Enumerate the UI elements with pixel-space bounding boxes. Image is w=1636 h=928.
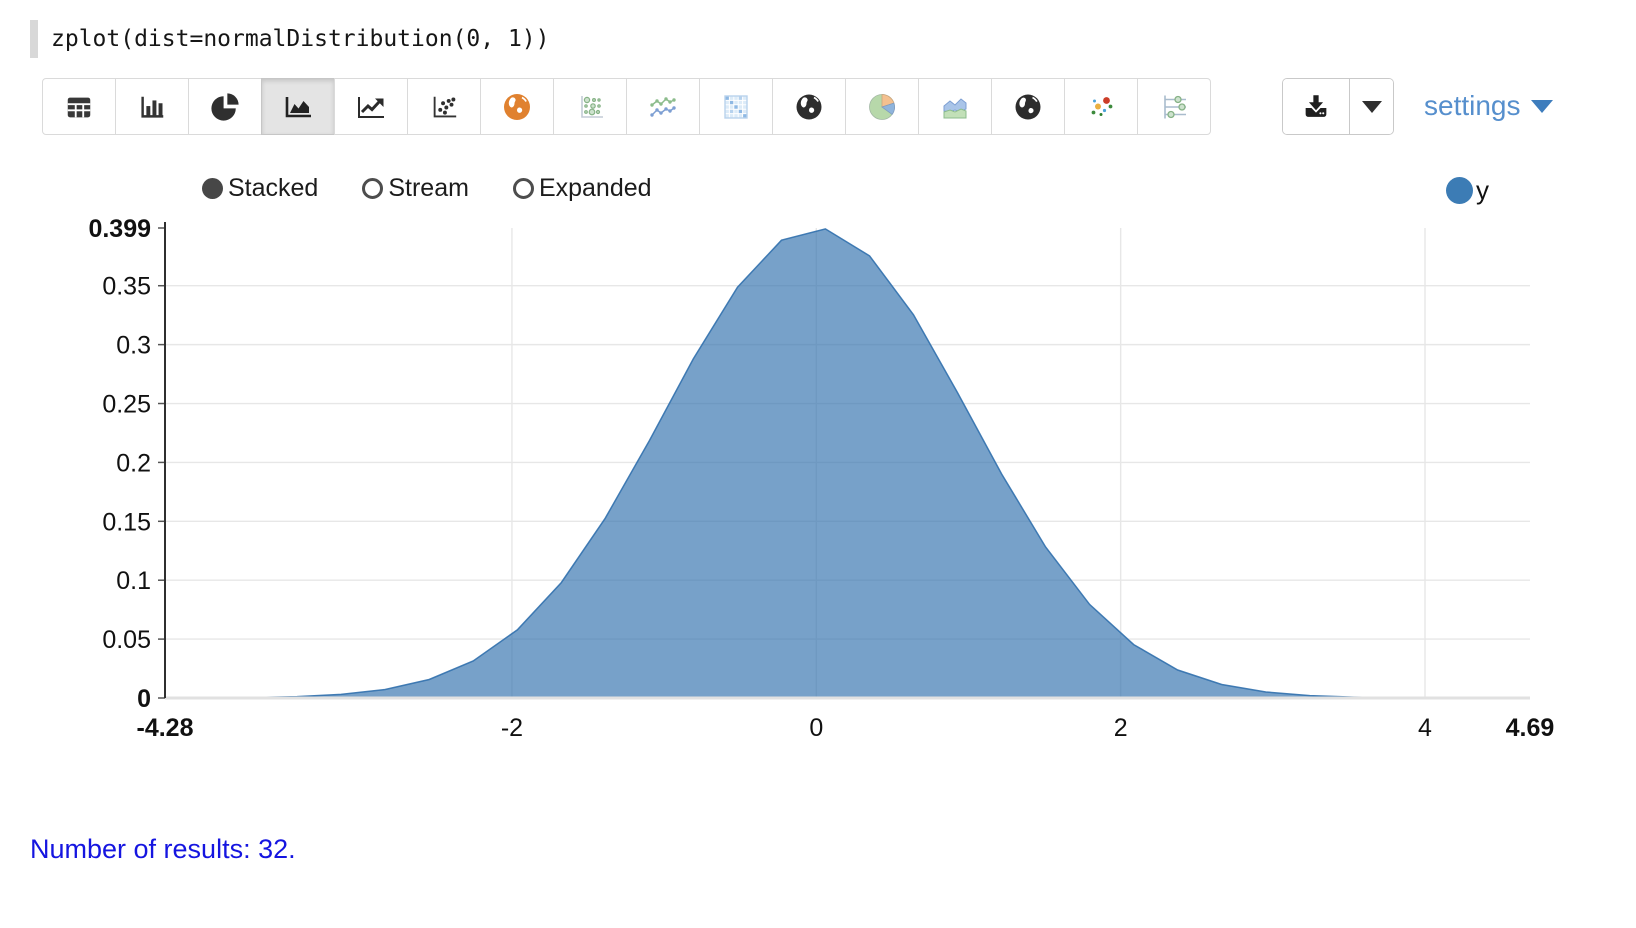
download-icon	[1305, 94, 1327, 117]
legend-label: y	[1476, 175, 1489, 205]
radio-selected-icon	[202, 178, 223, 199]
visualization-toolbar	[42, 78, 1211, 135]
pie-chart-icon	[211, 92, 239, 121]
radio-stream-label: Stream	[388, 174, 469, 202]
heatmap-icon	[724, 94, 748, 119]
settings-label: settings	[1424, 90, 1521, 121]
x-tick-label: 4	[1418, 714, 1432, 742]
viz-multi-line-chart-button[interactable]	[626, 78, 700, 135]
download-split-button	[1282, 78, 1394, 135]
y-tick-label: 0.05	[102, 626, 151, 654]
area-fill	[165, 228, 1530, 698]
viz-parallel-coordinates-button[interactable]	[1137, 78, 1211, 135]
download-options-button[interactable]	[1349, 79, 1393, 134]
viz-scatter-color-button[interactable]	[1064, 78, 1138, 135]
radio-stream[interactable]: Stream	[362, 174, 469, 203]
viz-bar-chart-button[interactable]	[115, 78, 189, 135]
viz-heatmap-button[interactable]	[699, 78, 773, 135]
viz-globe-button[interactable]	[772, 78, 846, 135]
code-text[interactable]: zplot(dist=normalDistribution(0, 1))	[51, 26, 550, 52]
paragraph-gutter-bar	[30, 20, 38, 58]
viz-pie-color-button[interactable]	[845, 78, 919, 135]
x-tick-label: -2	[501, 714, 523, 742]
stacked-area-icon	[943, 97, 967, 118]
radio-expanded[interactable]: Expanded	[512, 174, 652, 203]
viz-scatter-plot-button[interactable]	[407, 78, 481, 135]
y-tick-label: 0.3	[116, 332, 151, 360]
results-count-text: Number of results: 32.	[30, 834, 296, 864]
radio-unselected-icon	[512, 178, 534, 199]
legend-dot-icon	[1446, 177, 1473, 204]
viz-map-button[interactable]	[480, 78, 554, 135]
y-tick-label: 0	[137, 685, 151, 713]
y-tick-label: 0.399	[88, 215, 151, 243]
globe-orange-icon	[504, 93, 530, 120]
radio-unselected-icon	[362, 178, 384, 199]
viz-pie-chart-button[interactable]	[188, 78, 262, 135]
viz-table-button[interactable]	[42, 78, 116, 135]
viz-area-chart-button[interactable]	[261, 78, 335, 135]
scatter-color-icon	[1091, 96, 1113, 116]
bar-chart-icon	[141, 96, 164, 118]
scatter-plot-icon	[433, 96, 457, 117]
pie-color-icon	[869, 93, 895, 120]
y-tick-label: 0.25	[102, 391, 151, 419]
settings-caret-down-icon	[1530, 99, 1553, 113]
area-mode-radios: Stacked Stream Expanded	[202, 174, 652, 203]
globe-dark-icon	[796, 94, 822, 119]
line-chart-icon	[358, 96, 384, 118]
x-tick-label: -4.28	[137, 714, 194, 742]
area-edge	[164, 228, 1530, 699]
x-tick-label: 0	[809, 714, 823, 742]
x-tick-label: 4.69	[1506, 714, 1555, 742]
table-icon	[67, 97, 91, 117]
y-tick-label: 0.35	[102, 273, 151, 301]
x-tick-label: 2	[1114, 714, 1128, 742]
y-tick-label: 0.1	[116, 567, 151, 595]
viz-bubble-chart-button[interactable]	[553, 78, 627, 135]
multi-line-chart-icon	[650, 96, 676, 117]
caret-down-icon	[1361, 100, 1382, 113]
area-chart-icon	[285, 96, 311, 117]
viz-globe-2-button[interactable]	[991, 78, 1065, 135]
legend-item-y[interactable]: y	[1446, 175, 1489, 206]
code-editor-line[interactable]: zplot(dist=normalDistribution(0, 1))	[30, 20, 550, 58]
y-tick-label: 0.2	[116, 449, 151, 477]
parallel-coordinates-icon	[1164, 95, 1186, 118]
viz-stacked-area-button[interactable]	[918, 78, 992, 135]
globe-dark-2-icon	[1015, 94, 1041, 119]
y-tick-label: 0.15	[102, 508, 151, 536]
radio-stacked-label: Stacked	[228, 174, 319, 202]
settings-link[interactable]: settings	[1424, 90, 1553, 122]
radio-stacked[interactable]: Stacked	[202, 174, 318, 203]
radio-expanded-label: Expanded	[538, 174, 652, 202]
download-button[interactable]	[1283, 79, 1349, 134]
viz-line-chart-button[interactable]	[334, 78, 408, 135]
bubble-chart-icon	[581, 95, 603, 118]
